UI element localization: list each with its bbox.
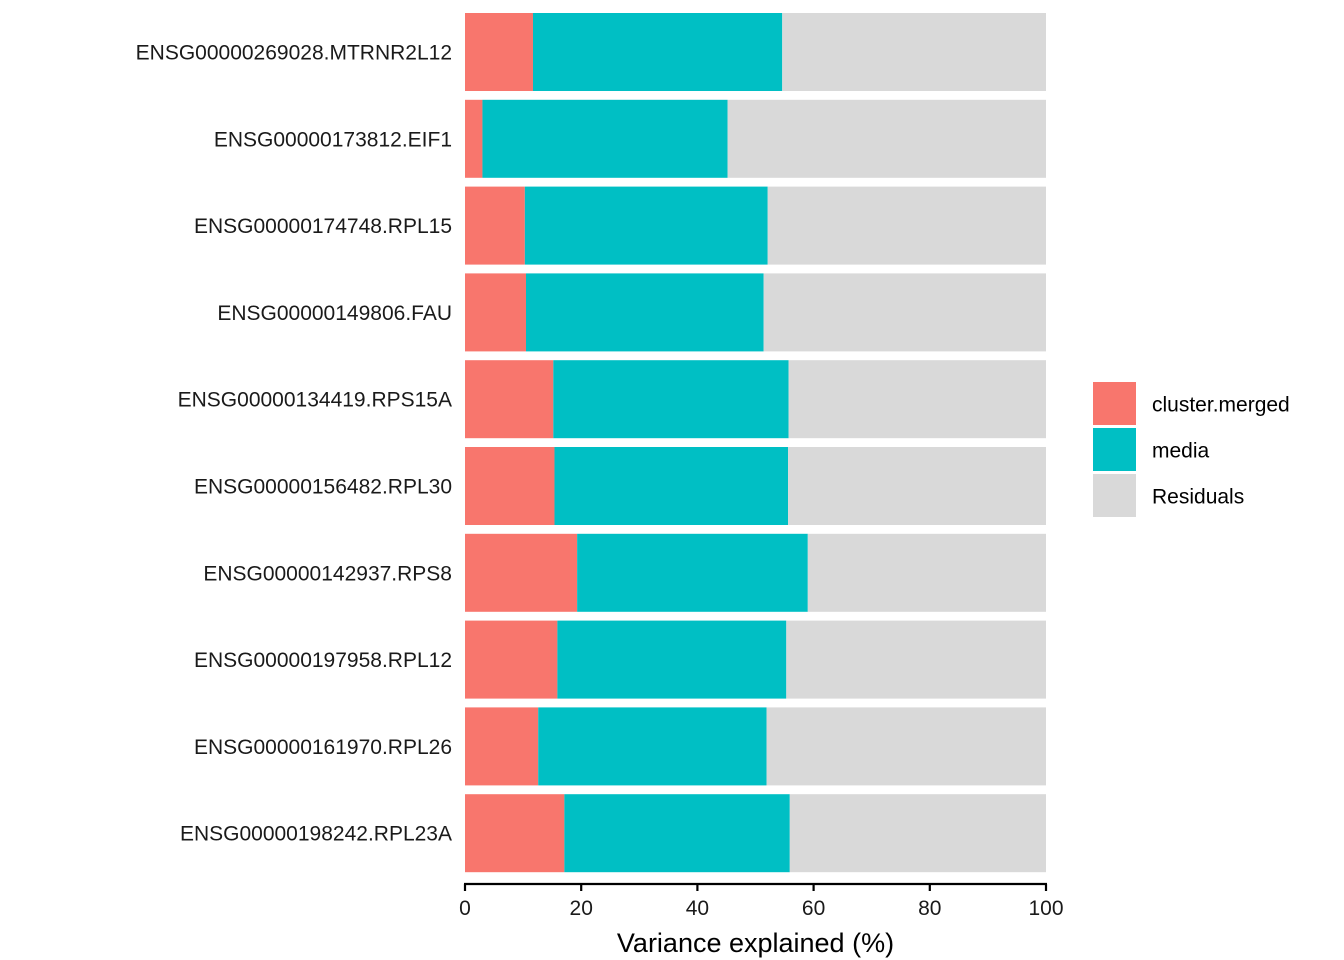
- bar-segment-residuals: [727, 99, 1046, 178]
- bar-segment-media: [557, 620, 787, 699]
- bar-segment-residuals: [807, 533, 1046, 612]
- legend: cluster.merged media Residuals: [1093, 382, 1290, 517]
- bar-segment-cluster-merged: [465, 273, 527, 352]
- x-tick-label: 100: [1028, 897, 1063, 920]
- bar-segment-cluster-merged: [465, 620, 558, 699]
- legend-key-residuals: [1093, 474, 1136, 517]
- bar-segment-cluster-merged: [465, 13, 533, 91]
- bar-segment-residuals: [786, 620, 1046, 699]
- category-label: ENSG00000149806.FAU: [217, 302, 452, 325]
- category-label: ENSG00000174748.RPL15: [194, 215, 452, 238]
- bar-segment-cluster-merged: [465, 99, 483, 178]
- category-label: ENSG00000156482.RPL30: [194, 476, 452, 499]
- x-tick-label: 80: [918, 897, 941, 920]
- category-label: ENSG00000134419.RPS15A: [178, 389, 452, 412]
- bar-segment-media: [553, 360, 789, 439]
- bar-segment-media: [482, 99, 728, 178]
- bar-segment-media: [524, 186, 768, 265]
- bar-segment-media: [532, 13, 783, 91]
- category-label: ENSG00000197958.RPL12: [194, 649, 452, 672]
- category-label: ENSG00000198242.RPL23A: [180, 823, 452, 846]
- category-label: ENSG00000142937.RPS8: [203, 562, 452, 585]
- category-label: ENSG00000173812.EIF1: [214, 128, 452, 151]
- bar-segment-residuals: [789, 794, 1046, 873]
- bar-segment-cluster-merged: [465, 447, 555, 525]
- legend-label: media: [1152, 440, 1210, 463]
- bar-segment-residuals: [763, 273, 1046, 352]
- bar-segment-media: [564, 794, 790, 873]
- bar-segment-residuals: [788, 447, 1046, 525]
- x-tick-label: 20: [570, 897, 593, 920]
- bar-segment-media: [538, 707, 767, 786]
- x-tick-label: 60: [802, 897, 825, 920]
- legend-label: cluster.merged: [1152, 394, 1290, 417]
- category-labels: ENSG00000269028.MTRNR2L12 ENSG00000173812…: [136, 42, 452, 846]
- bar-segment-cluster-merged: [465, 794, 565, 873]
- category-label: ENSG00000269028.MTRNR2L12: [136, 42, 452, 65]
- bar-segment-media: [577, 533, 808, 612]
- bar-segment-media: [526, 273, 764, 352]
- bar-segment-residuals: [788, 360, 1046, 439]
- bars-group: [465, 13, 1046, 873]
- bar-segment-cluster-merged: [465, 707, 539, 786]
- bar-segment-cluster-merged: [465, 533, 578, 612]
- category-label: ENSG00000161970.RPL26: [194, 736, 452, 759]
- legend-label: Residuals: [1152, 486, 1244, 509]
- bar-segment-residuals: [782, 13, 1046, 91]
- x-tick-label: 0: [459, 897, 471, 920]
- legend-key-media: [1093, 428, 1136, 471]
- bar-segment-residuals: [766, 707, 1046, 786]
- bar-segment-cluster-merged: [465, 186, 525, 265]
- bar-segment-media: [554, 447, 789, 525]
- legend-key-cluster-merged: [1093, 382, 1136, 425]
- x-tick-label: 40: [686, 897, 709, 920]
- bar-segment-cluster-merged: [465, 360, 554, 439]
- x-axis-title: Variance explained (%): [617, 928, 894, 958]
- x-axis: 0 20 40 60 80 100: [459, 882, 1064, 920]
- bar-segment-residuals: [767, 186, 1046, 265]
